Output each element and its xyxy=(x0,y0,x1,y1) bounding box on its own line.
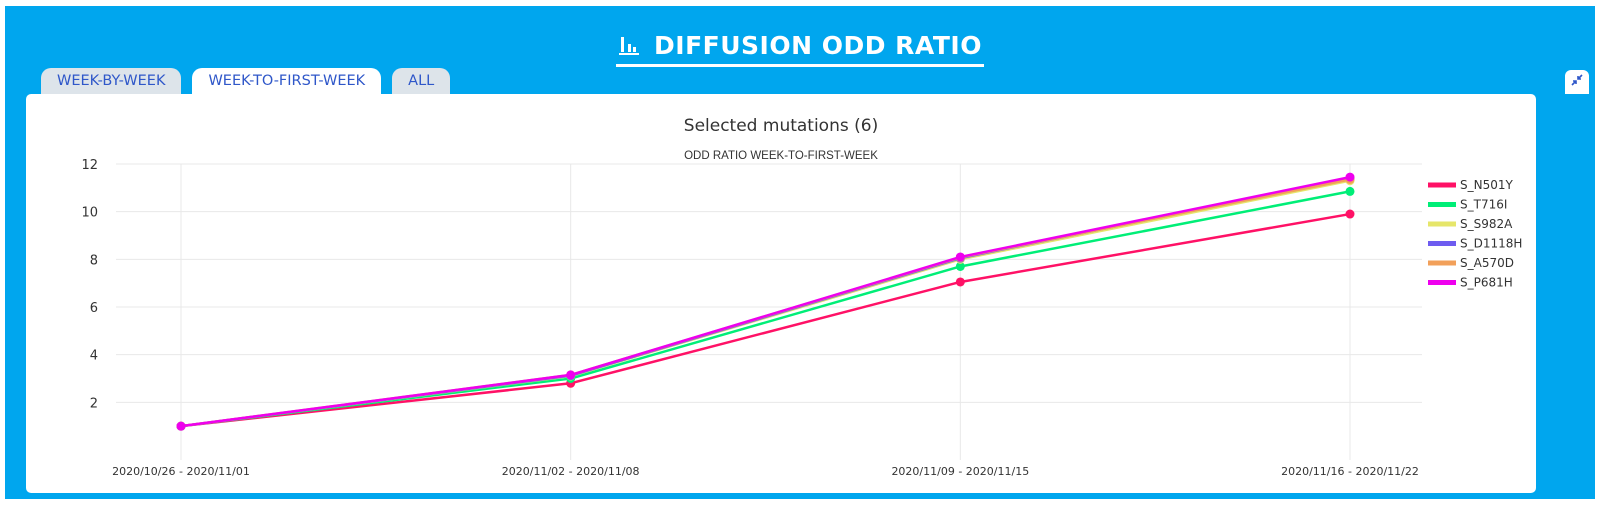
bar-chart-icon xyxy=(618,34,640,56)
data-point-S_P681H xyxy=(176,421,186,431)
chart-subtitle: ODD RATIO WEEK-TO-FIRST-WEEK xyxy=(684,150,878,162)
tab-bar: WEEK-BY-WEEK WEEK-TO-FIRST-WEEK ALL xyxy=(41,68,451,94)
panel-title-text: DIFFUSION ODD RATIO xyxy=(654,30,982,60)
y-tick-label: 6 xyxy=(90,301,98,316)
series-line-S_N501Y xyxy=(180,212,1351,428)
series-line-S_T716I xyxy=(180,190,1351,428)
tab-week-by-week[interactable]: WEEK-BY-WEEK xyxy=(41,68,182,94)
series-line-S_S982A xyxy=(180,179,1351,428)
data-point-S_P681H xyxy=(566,370,576,380)
chart-title: Selected mutations (6) xyxy=(683,116,879,136)
chart-card: Selected mutations (6) ODD RATIO WEEK-TO… xyxy=(26,94,1536,493)
collapse-button[interactable] xyxy=(1565,70,1589,94)
x-tick-label: 2020/11/16 - 2020/11/22 xyxy=(1281,465,1419,478)
data-point-S_T716I xyxy=(1345,186,1355,196)
tab-all[interactable]: ALL xyxy=(392,68,451,94)
data-point-S_P681H xyxy=(1345,172,1355,182)
legend-item-label: S_N501Y xyxy=(1460,178,1513,192)
collapse-icon xyxy=(1570,73,1584,92)
data-point-S_P681H xyxy=(955,252,965,262)
legend-item-label: S_T716I xyxy=(1460,198,1507,212)
x-tick-label: 2020/10/26 - 2020/11/01 xyxy=(112,465,250,478)
line-chart: 2 4 6 8 10 12 2020/10/26 - 2020/11/01 2020/11/0… xyxy=(81,158,1522,478)
legend-item-label: S_S982A xyxy=(1460,217,1513,231)
y-tick-label: 10 xyxy=(81,206,98,221)
tab-week-to-first-week[interactable]: WEEK-TO-FIRST-WEEK xyxy=(192,68,382,94)
legend-item-label: S_P681H xyxy=(1460,276,1513,290)
y-tick-label: 8 xyxy=(90,253,98,268)
legend-item-label: S_D1118H xyxy=(1460,237,1522,251)
data-point-S_N501Y xyxy=(955,277,965,287)
data-point-S_T716I xyxy=(955,261,965,271)
x-tick-label: 2020/11/09 - 2020/11/15 xyxy=(891,465,1029,478)
series-line-S_P681H xyxy=(180,175,1351,428)
panel-title: DIFFUSION ODD RATIO xyxy=(616,30,984,67)
dashboard-panel: DIFFUSION ODD RATIO WEEK-BY-WEEK WEEK-TO… xyxy=(5,6,1595,499)
y-tick-label: 12 xyxy=(81,158,98,173)
legend-item-label: S_A570D xyxy=(1460,256,1514,270)
x-tick-label: 2020/11/02 - 2020/11/08 xyxy=(502,465,640,478)
data-point-S_N501Y xyxy=(1345,209,1355,219)
y-tick-label: 4 xyxy=(90,349,98,364)
panel-header: DIFFUSION ODD RATIO xyxy=(5,30,1595,70)
y-tick-label: 2 xyxy=(90,396,98,411)
